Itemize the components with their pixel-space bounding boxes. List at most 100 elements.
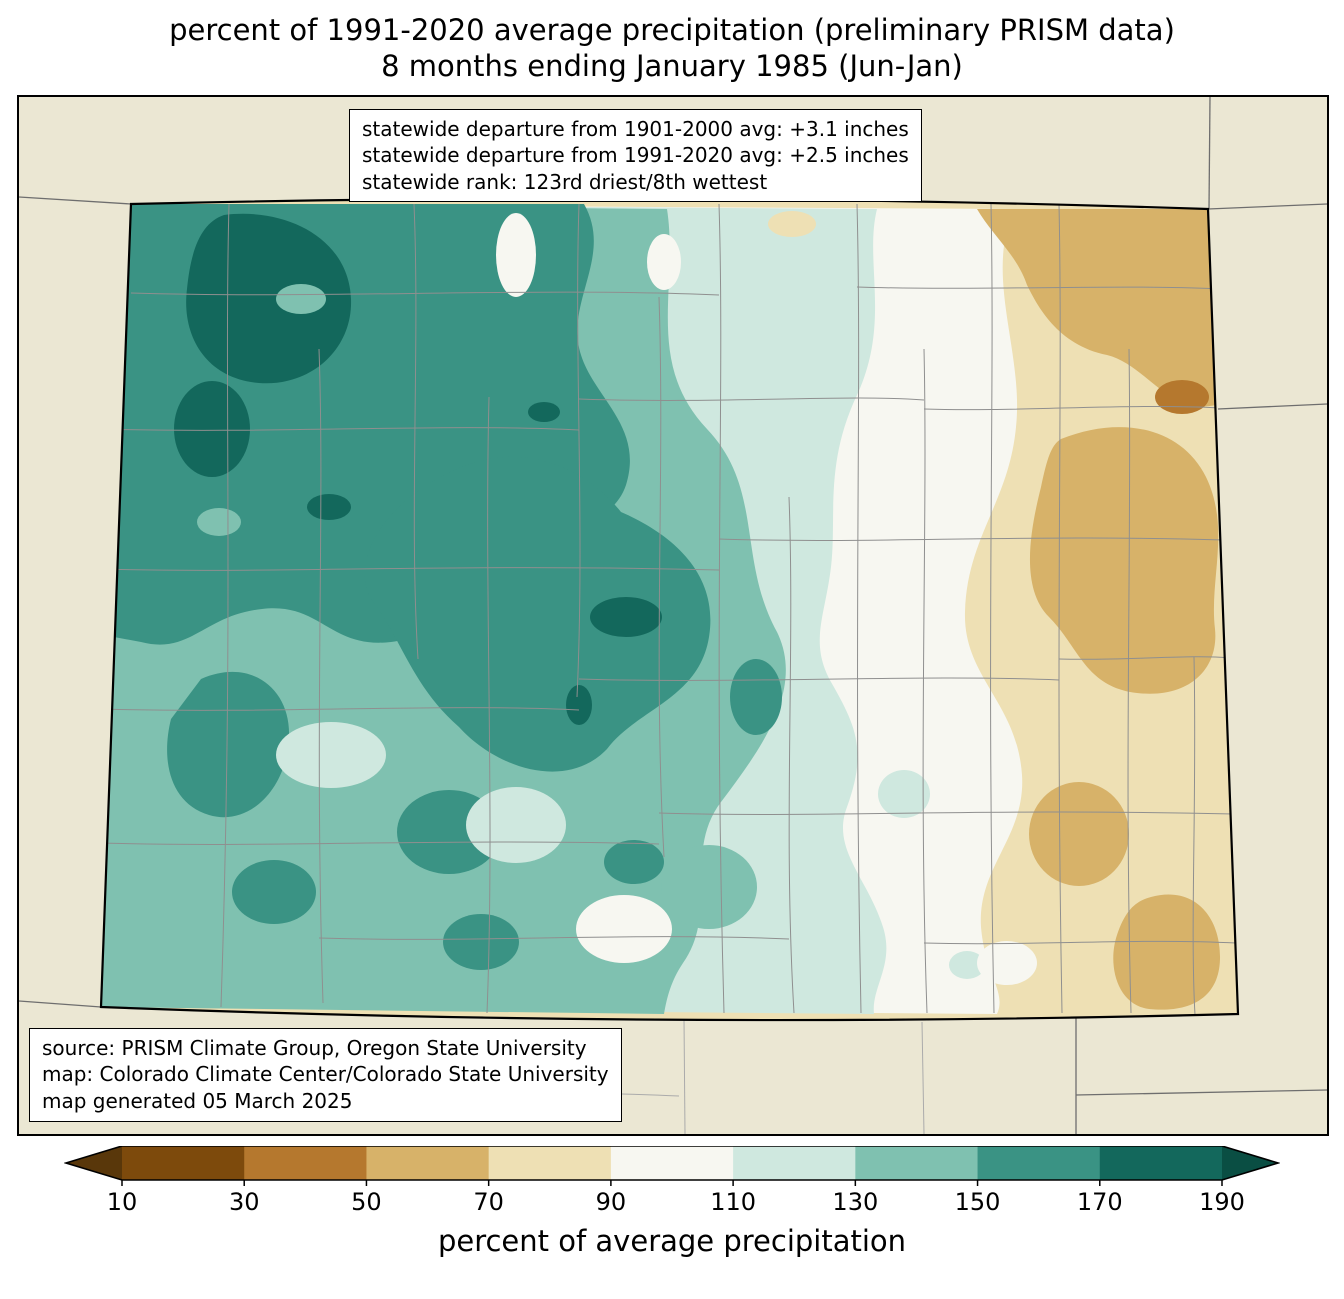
county-line <box>718 203 725 1013</box>
colorbar-segment <box>488 1145 612 1180</box>
neighbor-state-lines <box>19 96 1327 1134</box>
contour-blob-50-70 <box>1029 781 1129 886</box>
colorbar-segment <box>122 1145 245 1180</box>
nebraska-kansas-line <box>1217 402 1327 410</box>
fill-50-70-northeast <box>977 208 1216 406</box>
county-line <box>101 841 660 845</box>
county-line <box>1058 655 1232 660</box>
county-line <box>576 203 581 697</box>
contour-blob-70-90 <box>768 210 816 237</box>
oklahoma-texas-line <box>1075 1088 1327 1096</box>
colorbar-tick-label: 10 <box>106 1187 138 1216</box>
colorbar: 10 30 50 70 90 110 130 150 170 190 percent of ave… <box>64 1145 1280 1258</box>
county-line <box>788 496 795 1013</box>
contour-hole-90-110 <box>496 212 536 297</box>
colorbar-under-arrow <box>66 1145 122 1180</box>
source-line-2: map: Colorado Climate Center/Colorado St… <box>42 1062 609 1087</box>
contour-blob-150-170 <box>604 839 664 884</box>
nebraska-border-line <box>1207 202 1327 210</box>
contour-blob-150-170 <box>443 913 519 970</box>
source-line-3: map generated 05 March 2025 <box>42 1088 353 1113</box>
stats-box: statewide departure from 1901-2000 avg: … <box>349 108 922 203</box>
county-line <box>923 405 1223 410</box>
colorbar-segment <box>610 1145 734 1180</box>
county-line <box>1127 348 1132 1013</box>
county-boundaries <box>101 203 1237 1015</box>
colorbar-segment <box>244 1145 368 1180</box>
colorbar-tick-label: 30 <box>228 1187 260 1216</box>
county-line <box>318 935 790 940</box>
county-line <box>921 1021 925 1134</box>
fill-50-70-east <box>1029 426 1219 694</box>
colorbar-tick-label: 170 <box>1076 1187 1123 1216</box>
new-mexico-border-line <box>19 999 102 1008</box>
stats-line-1: statewide departure from 1901-2000 avg: … <box>362 116 909 141</box>
county-line <box>922 348 928 1013</box>
contour-blob-170-190 <box>528 401 560 422</box>
source-line-1: source: PRISM Climate Group, Oregon Stat… <box>42 1035 587 1060</box>
map-axes: statewide departure from 1901-2000 avg: … <box>17 94 1329 1136</box>
colorbar-tick-label: 130 <box>832 1187 879 1216</box>
county-line <box>718 537 1227 541</box>
colorbar-segment <box>977 1145 1101 1180</box>
county-line <box>130 291 720 295</box>
county-line <box>658 811 1235 815</box>
contour-hole-90-110 <box>647 233 681 290</box>
county-line <box>101 426 580 431</box>
colorbar-tick-label: 70 <box>473 1187 504 1216</box>
contour-blob-110-130 <box>878 769 930 818</box>
contour-blob-130-150 <box>661 844 757 929</box>
colorbar-tick-label: 50 <box>351 1187 382 1216</box>
county-line <box>683 1017 686 1134</box>
source-box: source: PRISM Climate Group, Oregon Stat… <box>29 1027 622 1122</box>
county-line <box>856 286 1220 289</box>
colorbar-axis-label: percent of average precipitation <box>437 1223 907 1258</box>
county-line <box>578 397 925 401</box>
contour-blob-170-190 <box>590 596 662 637</box>
county-line <box>856 203 862 1013</box>
county-line <box>486 396 491 1013</box>
county-line <box>578 677 1060 681</box>
colorbar-segment <box>733 1145 856 1180</box>
county-line <box>101 566 720 571</box>
county-line <box>101 706 580 711</box>
county-line <box>413 203 419 659</box>
county-line <box>318 348 324 1003</box>
contour-blob-170-190 <box>307 493 351 520</box>
stats-line-2: statewide departure from 1991-2020 avg: … <box>362 143 909 168</box>
colorbar-tick-label: 190 <box>1199 1187 1245 1216</box>
colorbar-tick-label: 150 <box>954 1187 1001 1216</box>
colorbar-segment <box>1099 1145 1223 1180</box>
fill-30-50-spot <box>1155 379 1209 414</box>
contour-blob-150-170 <box>232 859 316 924</box>
wyoming-nebraska-line <box>1208 96 1211 209</box>
contour-hole-130-150 <box>197 507 241 536</box>
figure-title: percent of 1991-2020 average precipitati… <box>0 0 1344 85</box>
contour-hole-110-130 <box>466 786 566 863</box>
contour-hole-130-150 <box>276 283 326 314</box>
colorbar-tick-label: 110 <box>710 1187 757 1216</box>
contour-fills <box>101 198 1238 1020</box>
title-line-1: percent of 1991-2020 average precipitati… <box>169 13 1175 47</box>
fill-150-170-central <box>364 456 711 772</box>
colorbar-segment <box>855 1145 979 1180</box>
contour-hole-110-130 <box>276 721 386 788</box>
county-line <box>1058 203 1063 1013</box>
colorbar-over-arrow <box>1222 1145 1278 1180</box>
contour-blob-150-170 <box>730 658 782 735</box>
contour-hole-90-110 <box>576 894 672 963</box>
title-line-2: 8 months ending January 1985 (Jun-Jan) <box>381 49 963 84</box>
county-line <box>923 940 1237 944</box>
colorbar-scale <box>64 1145 1280 1186</box>
county-line <box>220 203 230 1007</box>
county-line <box>990 203 995 1013</box>
contour-hole-90-110 <box>977 940 1037 985</box>
wyoming-border-line <box>19 195 132 205</box>
precipitation-map <box>19 96 1327 1134</box>
contour-blob-170-190 <box>566 684 592 725</box>
colorbar-tick-label: 90 <box>595 1187 627 1216</box>
stats-line-3: statewide rank: 123rd driest/8th wettest <box>362 169 768 194</box>
contour-blob-110-130 <box>949 950 985 979</box>
colorbar-segment <box>366 1145 490 1180</box>
